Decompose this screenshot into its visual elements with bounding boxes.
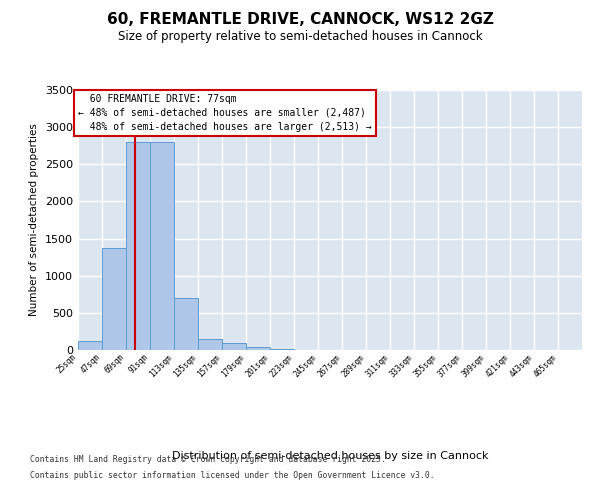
Bar xyxy=(246,346,270,350)
X-axis label: Distribution of semi-detached houses by size in Cannock: Distribution of semi-detached houses by … xyxy=(172,451,488,461)
Text: 60, FREMANTLE DRIVE, CANNOCK, WS12 2GZ: 60, FREMANTLE DRIVE, CANNOCK, WS12 2GZ xyxy=(107,12,493,28)
Y-axis label: Number of semi-detached properties: Number of semi-detached properties xyxy=(29,124,40,316)
Bar xyxy=(270,348,294,350)
Bar xyxy=(150,142,174,350)
Bar xyxy=(174,298,198,350)
Bar xyxy=(126,142,150,350)
Bar xyxy=(78,340,102,350)
Bar xyxy=(198,339,222,350)
Bar xyxy=(222,344,246,350)
Text: Contains HM Land Registry data © Crown copyright and database right 2025.: Contains HM Land Registry data © Crown c… xyxy=(30,455,386,464)
Bar xyxy=(102,248,126,350)
Text: Size of property relative to semi-detached houses in Cannock: Size of property relative to semi-detach… xyxy=(118,30,482,43)
Text: 60 FREMANTLE DRIVE: 77sqm
← 48% of semi-detached houses are smaller (2,487)
  48: 60 FREMANTLE DRIVE: 77sqm ← 48% of semi-… xyxy=(79,94,372,132)
Text: Contains public sector information licensed under the Open Government Licence v3: Contains public sector information licen… xyxy=(30,471,434,480)
